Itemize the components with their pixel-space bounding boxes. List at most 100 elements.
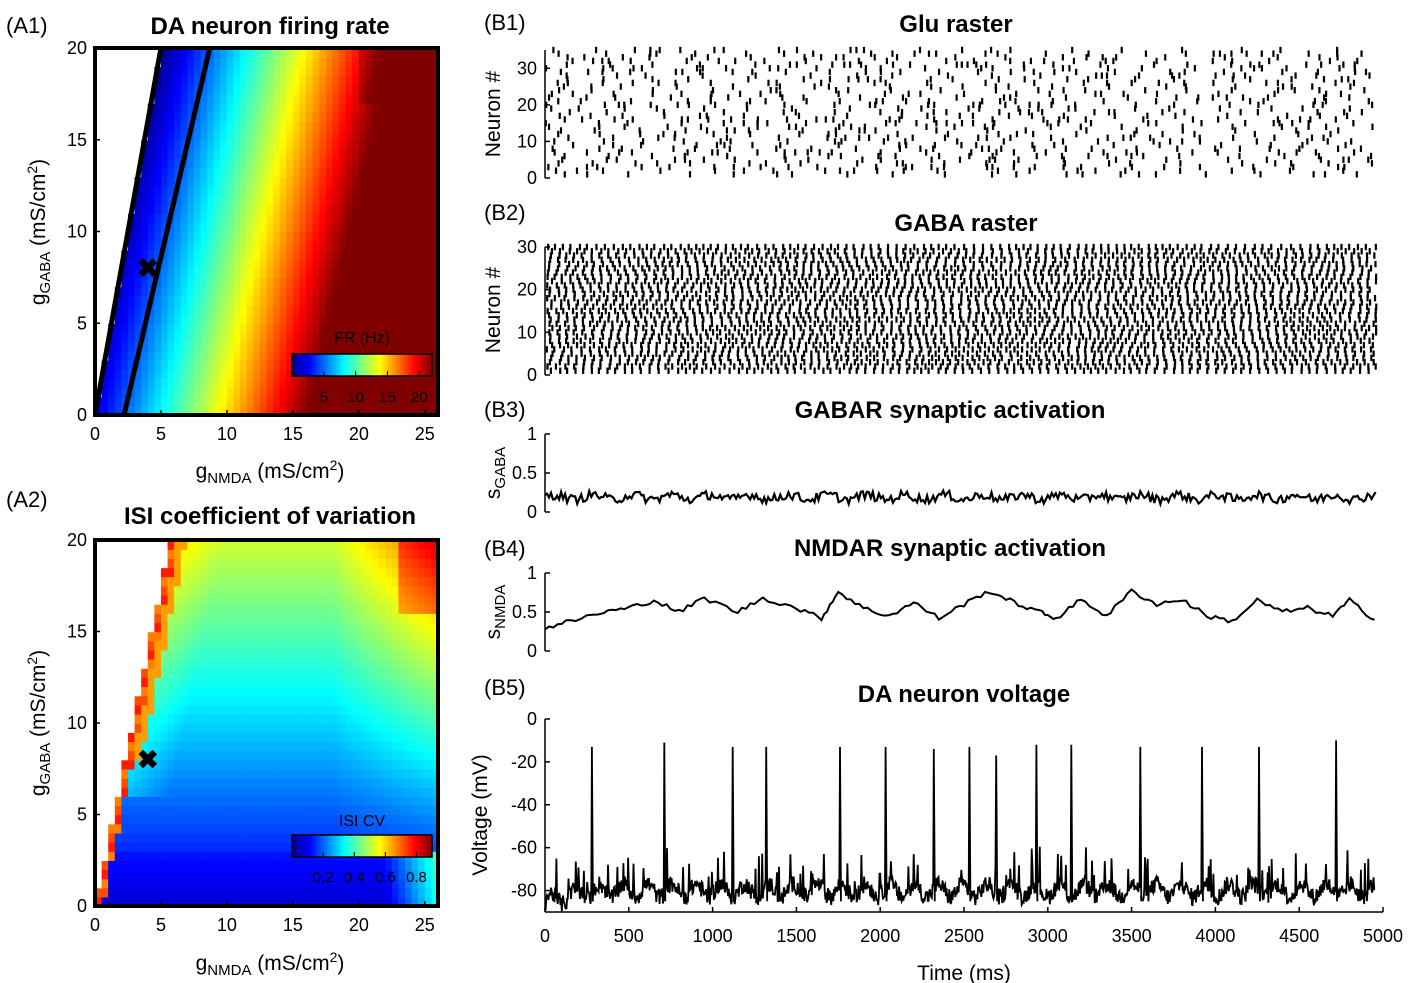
heatmap-cell (431, 48, 438, 58)
heatmap-cell (332, 878, 340, 889)
heatmap-cell (121, 341, 129, 352)
chart-a1: DA neuron firing rate ✖ 0 5 10 15 20 25051015… (24, 13, 440, 487)
heatmap-cell (365, 622, 373, 633)
heatmap-cell (134, 704, 142, 715)
heatmap-cell (246, 896, 255, 906)
heatmap-cell (306, 613, 314, 624)
heatmap-cell (220, 121, 228, 132)
heatmap-cell (391, 286, 400, 297)
heatmap-cell (431, 540, 438, 550)
heatmap-cell (233, 295, 241, 306)
heatmap-cell (418, 185, 426, 196)
heatmap-cell (207, 277, 215, 288)
heatmap-cell (345, 57, 353, 68)
heatmap-cell (147, 640, 156, 651)
heatmap-cell (292, 314, 301, 324)
heatmap-cell (424, 148, 433, 159)
heatmap-cell (141, 741, 149, 752)
heatmap-cell (365, 796, 373, 807)
heatmap-cell (424, 759, 433, 770)
heatmap-cell (95, 103, 103, 113)
heatmap-cell (286, 185, 294, 196)
heatmap-cell (273, 121, 281, 132)
heatmap-cell (345, 723, 353, 733)
heatmap-cell (154, 713, 162, 724)
heatmap-cell (345, 130, 353, 141)
heatmap-cell (240, 277, 248, 288)
heatmap-cell (292, 585, 301, 596)
heatmap-cell (266, 158, 274, 168)
heatmap-cell (325, 158, 334, 168)
heatmap-cell (325, 704, 334, 715)
heatmap-cell (418, 704, 426, 715)
heatmap-cell (134, 194, 142, 205)
heatmap-cell (160, 887, 169, 898)
heatmap-cell (246, 878, 255, 889)
heatmap-cell (121, 66, 129, 77)
heatmap-cell (411, 723, 419, 733)
heatmap-cell (233, 359, 241, 370)
heatmap-cell (372, 686, 380, 697)
heatmap-cell (259, 677, 268, 688)
heatmap-cell (345, 777, 353, 788)
heatmap-cell (266, 677, 274, 688)
heatmap-cell (141, 576, 149, 587)
heatmap-cell (233, 860, 241, 871)
heatmap-cell (160, 658, 169, 669)
heatmap-cell (358, 750, 367, 761)
heatmap-cell (233, 814, 241, 825)
heatmap-cell (101, 713, 109, 724)
heatmap-cell (134, 668, 142, 678)
heatmap-cell (108, 194, 116, 205)
heatmap-cell (101, 314, 109, 324)
heatmap-cell (114, 295, 123, 306)
heatmap-cell (121, 84, 129, 95)
heatmap-cell (405, 869, 413, 880)
heatmap-cell (431, 249, 438, 260)
heatmap-cell (345, 878, 353, 889)
heatmap-cell (385, 130, 393, 141)
heatmap-cell (312, 167, 320, 178)
heatmap-cell (411, 121, 419, 132)
heatmap-cell (174, 860, 182, 871)
heatmap-cell (312, 713, 320, 724)
heatmap-cell (246, 332, 255, 343)
heatmap-cell (95, 323, 103, 334)
heatmap-cell (306, 259, 314, 269)
heatmap-cell (352, 860, 360, 871)
heatmap-cell (220, 759, 228, 770)
heatmap-cell (299, 103, 307, 113)
heatmap-cell (167, 777, 175, 788)
heatmap-cell (127, 768, 136, 779)
heatmap-cell (193, 75, 202, 86)
heatmap-cell (220, 686, 228, 697)
heatmap-cell (418, 768, 426, 779)
heatmap-cell (154, 341, 162, 352)
heatmap-cell (174, 341, 182, 352)
heatmap-cell (339, 304, 347, 315)
heatmap-cell (95, 185, 103, 196)
heatmap-cell (95, 558, 103, 569)
heatmap-cell (411, 540, 419, 550)
heatmap-cell (411, 387, 419, 398)
heatmap-cell (372, 323, 380, 334)
heatmap-cell (312, 259, 320, 269)
heatmap-cell (213, 139, 222, 150)
heatmap-cell (147, 777, 156, 788)
heatmap-cell (339, 805, 347, 816)
heatmap-cell (187, 585, 195, 596)
heatmap-cell (358, 277, 367, 288)
heatmap-cell (240, 576, 248, 587)
heatmap-cell (160, 176, 169, 187)
heatmap-cell (299, 549, 307, 559)
heatmap-cell (180, 750, 189, 761)
heatmap-cell (180, 139, 189, 150)
heatmap-cell (431, 268, 438, 279)
heatmap-cell (134, 631, 142, 642)
heatmap-cell (279, 732, 287, 742)
heatmap-cell (292, 396, 301, 407)
heatmap-cell (424, 75, 433, 86)
heatmap-cell (418, 713, 426, 724)
heatmap-cell (418, 787, 426, 797)
heatmap-cell (259, 268, 268, 279)
